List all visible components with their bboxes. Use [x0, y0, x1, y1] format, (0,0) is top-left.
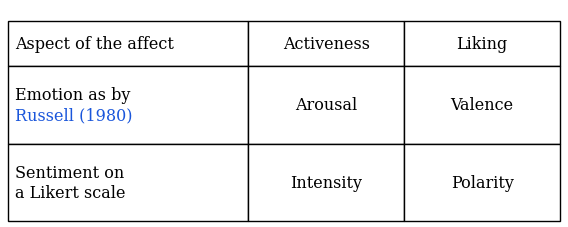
Text: Arousal: Arousal — [295, 97, 357, 114]
Bar — [248, 144, 404, 221]
Text: Sentiment on: Sentiment on — [15, 164, 124, 181]
Bar — [404, 67, 560, 144]
Bar — [404, 144, 560, 221]
Bar — [248, 22, 404, 67]
Text: Polarity: Polarity — [451, 174, 513, 191]
Text: Russell (1980): Russell (1980) — [15, 107, 132, 124]
Bar — [8, 144, 248, 221]
Text: a Likert scale: a Likert scale — [15, 184, 126, 201]
Text: Intensity: Intensity — [290, 174, 362, 191]
Bar — [8, 67, 248, 144]
Text: Emotion as by: Emotion as by — [15, 87, 131, 104]
Bar — [8, 22, 248, 67]
Bar — [404, 22, 560, 67]
Bar — [248, 67, 404, 144]
Text: Valence: Valence — [450, 97, 513, 114]
Text: Liking: Liking — [457, 36, 508, 53]
Text: Aspect of the affect: Aspect of the affect — [15, 36, 174, 53]
Text: Activeness: Activeness — [283, 36, 370, 53]
